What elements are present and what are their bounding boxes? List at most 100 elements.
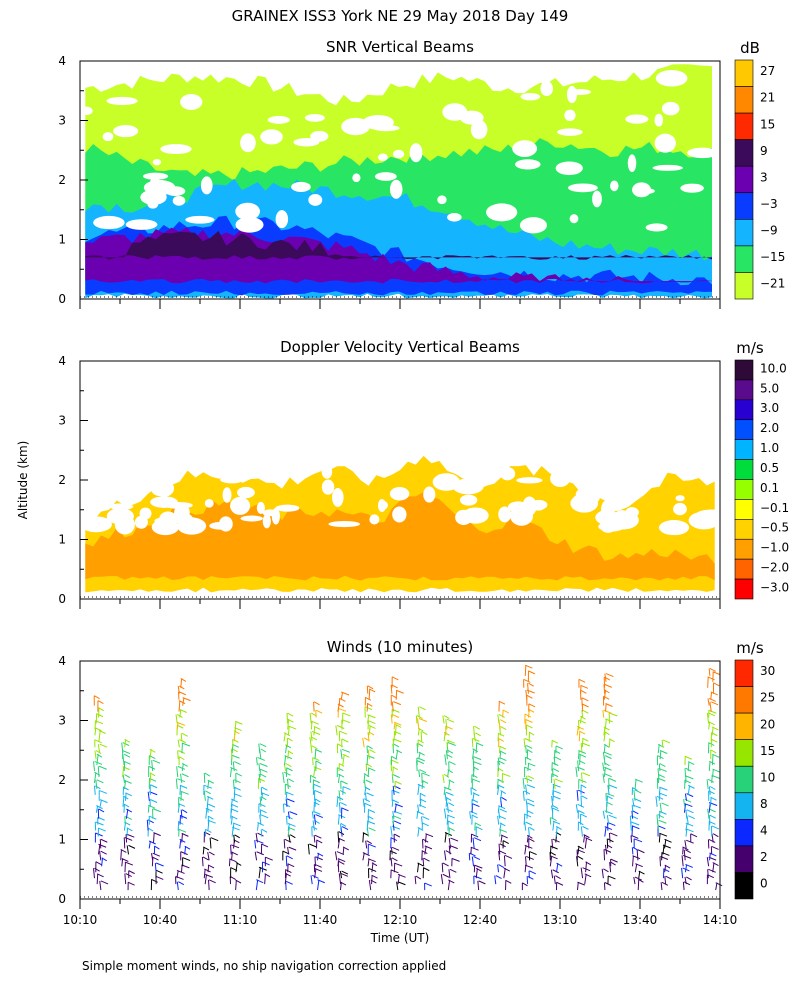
wind-barb-flag (502, 709, 510, 714)
wind-barb-flag (584, 873, 592, 878)
wind-barb-flag (208, 815, 214, 820)
wind-barb (148, 840, 151, 849)
wind-barb-flag (94, 785, 101, 790)
wind-barb-flag (285, 880, 293, 885)
wind-barb (417, 804, 420, 813)
wind-barb-flag (577, 845, 584, 850)
wind-barb (207, 864, 210, 873)
wind-barb-flag (147, 827, 154, 832)
wind-barb (711, 726, 714, 736)
wind-barb-flag (99, 799, 108, 804)
wind-barb (655, 796, 658, 807)
wind-barb-flag (635, 863, 643, 868)
colorbar-swatch (734, 499, 754, 520)
wind-barb (607, 785, 610, 795)
wind-barb (448, 779, 451, 789)
wind-barb-flag (341, 807, 349, 812)
wind-barb-flag (181, 832, 189, 837)
wind-barb (255, 879, 259, 891)
wind-barb-flag (179, 838, 186, 843)
wind-barb (522, 778, 525, 789)
wind-barb (706, 712, 710, 724)
wind-barb-flag (152, 808, 161, 813)
wind-barb (448, 827, 451, 837)
wind-barb (685, 809, 688, 819)
wind-barb (603, 689, 607, 700)
wind-barb (631, 825, 634, 837)
missing-data-gap (625, 507, 639, 518)
wind-barb (311, 811, 314, 819)
wind-barb (316, 852, 320, 861)
wind-barb (556, 863, 559, 873)
wind-barb-flag (528, 682, 534, 687)
wind-barb-flag (687, 784, 695, 789)
wind-barb-flag (393, 743, 400, 748)
wind-barb (634, 863, 638, 873)
wind-barb-flag (341, 826, 349, 830)
wind-barb-flag (709, 667, 716, 672)
wind-barb-flag (124, 861, 134, 866)
wind-barb (601, 868, 604, 879)
wind-barb-flag (608, 777, 617, 782)
wind-barb (500, 790, 503, 801)
missing-data-gap (652, 164, 683, 171)
wind-barb-flag (366, 702, 373, 707)
wind-barb (444, 832, 447, 843)
wind-barb-flag (665, 875, 672, 880)
colorbar-swatch (734, 578, 754, 600)
wind-barb-flag (363, 737, 370, 742)
x-tick-label: 11:10 (223, 913, 258, 927)
wind-profile (494, 700, 513, 891)
wind-barb-flag (311, 826, 318, 830)
wind-barb-flag (393, 701, 402, 706)
colorbar-swatch (734, 479, 754, 500)
missing-data-gap (209, 521, 231, 530)
wind-barb-flag (259, 809, 267, 814)
wind-barb-flag (524, 790, 531, 795)
x-tick-label: 14:10 (703, 913, 738, 927)
wind-barb-flag (499, 750, 507, 755)
wind-barb-flag (205, 790, 211, 795)
wind-barb (338, 790, 341, 801)
wind-barb-flag (204, 868, 211, 873)
wind-barb (179, 815, 182, 825)
wind-barb-flag (391, 857, 398, 862)
colorbar-swatch (734, 439, 754, 460)
wind-barb (602, 752, 605, 760)
colorbar-label: 15 (760, 744, 775, 758)
wind-barb (637, 879, 640, 891)
wind-barb-flag (658, 774, 665, 778)
wind-barb (285, 744, 288, 754)
colorbar-swatch (734, 739, 754, 767)
wind-barb-flag (581, 742, 591, 747)
missing-data-gap (174, 504, 190, 522)
wind-barb (609, 862, 612, 873)
wind-barb (338, 802, 341, 813)
wind-barb (553, 779, 556, 789)
wind-barb-flag (683, 881, 691, 886)
wind-barb (417, 862, 420, 873)
wind-barb (258, 867, 261, 879)
wind-barb (683, 799, 686, 807)
colorbar-label: 10 (760, 770, 775, 784)
wind-barb (524, 865, 527, 873)
y-tick-label: 2 (58, 773, 66, 787)
wind-barb-flag (687, 761, 695, 766)
wind-barb-flag (181, 809, 188, 814)
wind-barb-flag (339, 730, 348, 735)
wind-barb-flag (94, 727, 102, 732)
wind-barb (583, 834, 586, 843)
wind-barb-flag (446, 739, 455, 744)
wind-barb (498, 746, 501, 754)
missing-data-gap (291, 181, 311, 192)
y-tick-label: 0 (58, 592, 66, 606)
wind-barb-flag (528, 731, 535, 736)
wind-barb-flag (258, 803, 266, 807)
wind-barb (339, 882, 342, 891)
wind-barb-flag (688, 815, 695, 820)
wind-barb (659, 750, 662, 760)
wind-barb-flag (527, 775, 535, 780)
wind-barb (525, 856, 527, 867)
wind-barb (711, 754, 714, 766)
wind-barb (420, 731, 423, 742)
